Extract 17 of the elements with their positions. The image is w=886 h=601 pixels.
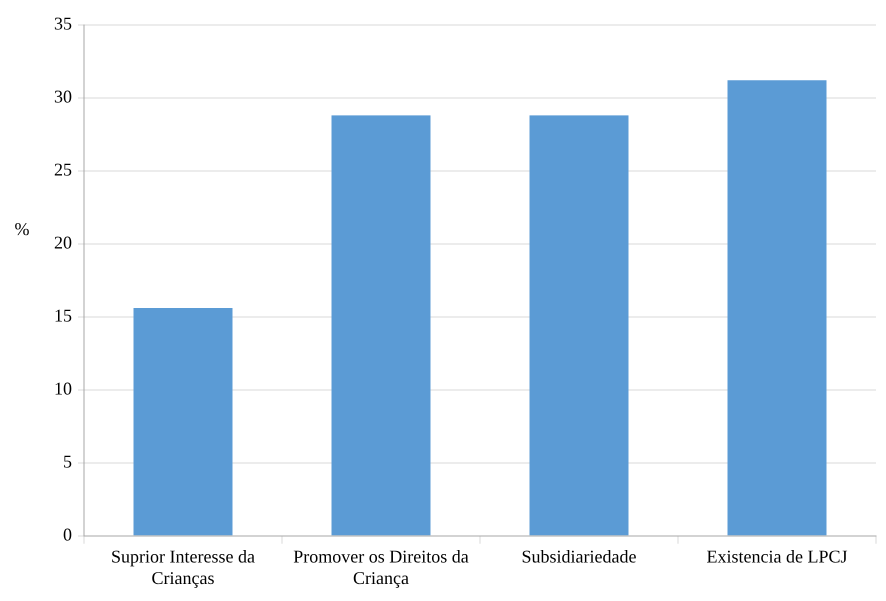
y-tick-label: 10 (54, 378, 72, 399)
bar (530, 115, 628, 536)
y-tick-label: 35 (54, 14, 72, 34)
y-tick-label: 5 (63, 452, 72, 472)
y-tick-label: 15 (54, 306, 72, 326)
y-tick-label: 0 (63, 524, 72, 545)
y-tick-label: 25 (54, 160, 72, 180)
x-tick-label: Suprior Interesse da Crianças (111, 546, 255, 588)
y-axis-title: % (14, 219, 30, 240)
bar (332, 115, 430, 536)
x-tick-label: Promover os Direitos da Criança (293, 546, 469, 588)
x-tick-label: Existencia de LPCJ (706, 546, 848, 566)
bar (134, 308, 232, 536)
bar (728, 80, 826, 536)
y-tick-label: 20 (54, 232, 72, 253)
y-tick-label: 30 (54, 86, 72, 107)
x-tick-label: Subsidiariedade (522, 546, 636, 566)
